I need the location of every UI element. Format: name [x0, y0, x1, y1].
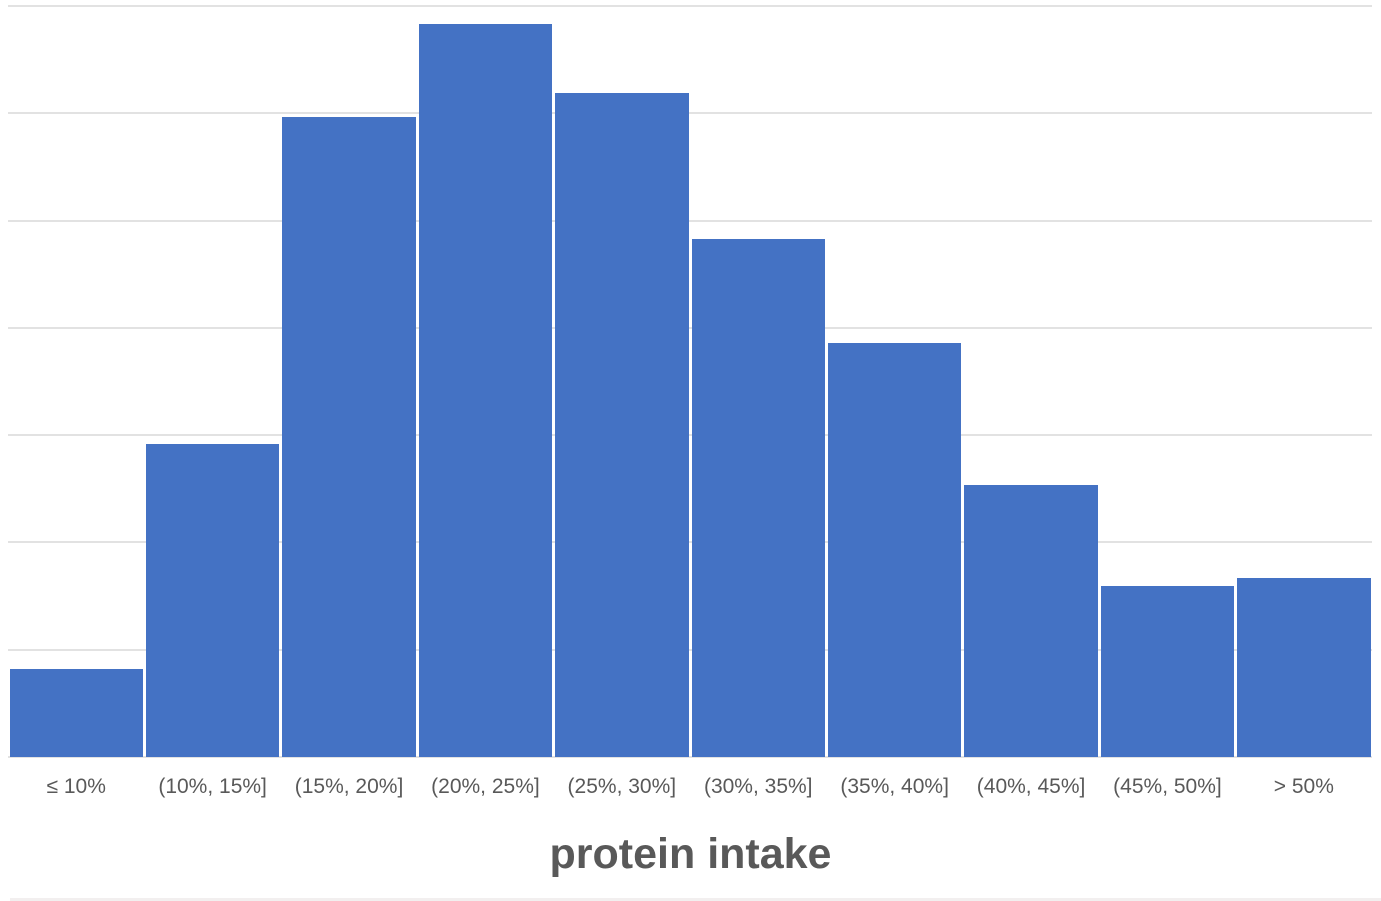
bars-layer — [8, 6, 1372, 757]
x-axis-tick-label: (45%, 50%] — [1113, 775, 1222, 798]
gridline — [8, 756, 1372, 758]
bar-slot — [963, 6, 1099, 757]
histogram-bar — [1100, 586, 1235, 757]
x-axis-tick-label: (30%, 35%] — [703, 775, 813, 798]
x-axis-tick-label: > 50% — [1273, 775, 1334, 798]
x-axis-tick-labels: ≤ 10% (10%, 15%] (15%, 20%] (20%, 25%] (25%,… — [8, 772, 1372, 802]
histogram-bar — [964, 484, 1098, 757]
histogram-bar — [1237, 577, 1371, 757]
gridline — [8, 5, 1372, 7]
bar-slot — [281, 6, 417, 757]
bar-slot — [554, 6, 690, 757]
bar-slot — [8, 6, 144, 757]
x-axis-tick-label: (25%, 30%] — [567, 775, 677, 798]
x-axis-tick-label: (20%, 25%] — [431, 775, 540, 798]
x-axis-tick-label: (35%, 40%] — [840, 775, 949, 798]
gridline — [8, 648, 1372, 651]
histogram-bar — [145, 443, 280, 757]
x-axis-tick-label: (40%, 45%] — [976, 775, 1086, 798]
x-axis-tick-label: ≤ 10% — [46, 775, 106, 798]
x-axis-title: protein intake — [549, 830, 832, 878]
plot-area — [8, 5, 1372, 758]
gridline — [8, 434, 1372, 437]
x-axis-tick-label: (15%, 20%] — [294, 775, 404, 798]
histogram-bar — [9, 669, 143, 757]
histogram-bar — [418, 24, 553, 757]
histogram-bar — [282, 116, 416, 757]
bar-slot — [144, 6, 280, 757]
bar-slot — [417, 6, 553, 757]
histogram-bar — [691, 238, 825, 757]
histogram-bar — [827, 342, 962, 757]
bottom-divider — [10, 898, 1381, 901]
histogram-bar — [555, 92, 689, 757]
gridline — [8, 219, 1372, 222]
bar-slot — [1099, 6, 1235, 757]
x-axis-tick-label: (10%, 15%] — [158, 775, 267, 798]
bar-slot — [826, 6, 962, 757]
bar-slot — [1236, 6, 1372, 757]
bar-slot — [690, 6, 826, 757]
gridline — [8, 112, 1372, 115]
gridline — [8, 326, 1372, 329]
gridline — [8, 541, 1372, 544]
